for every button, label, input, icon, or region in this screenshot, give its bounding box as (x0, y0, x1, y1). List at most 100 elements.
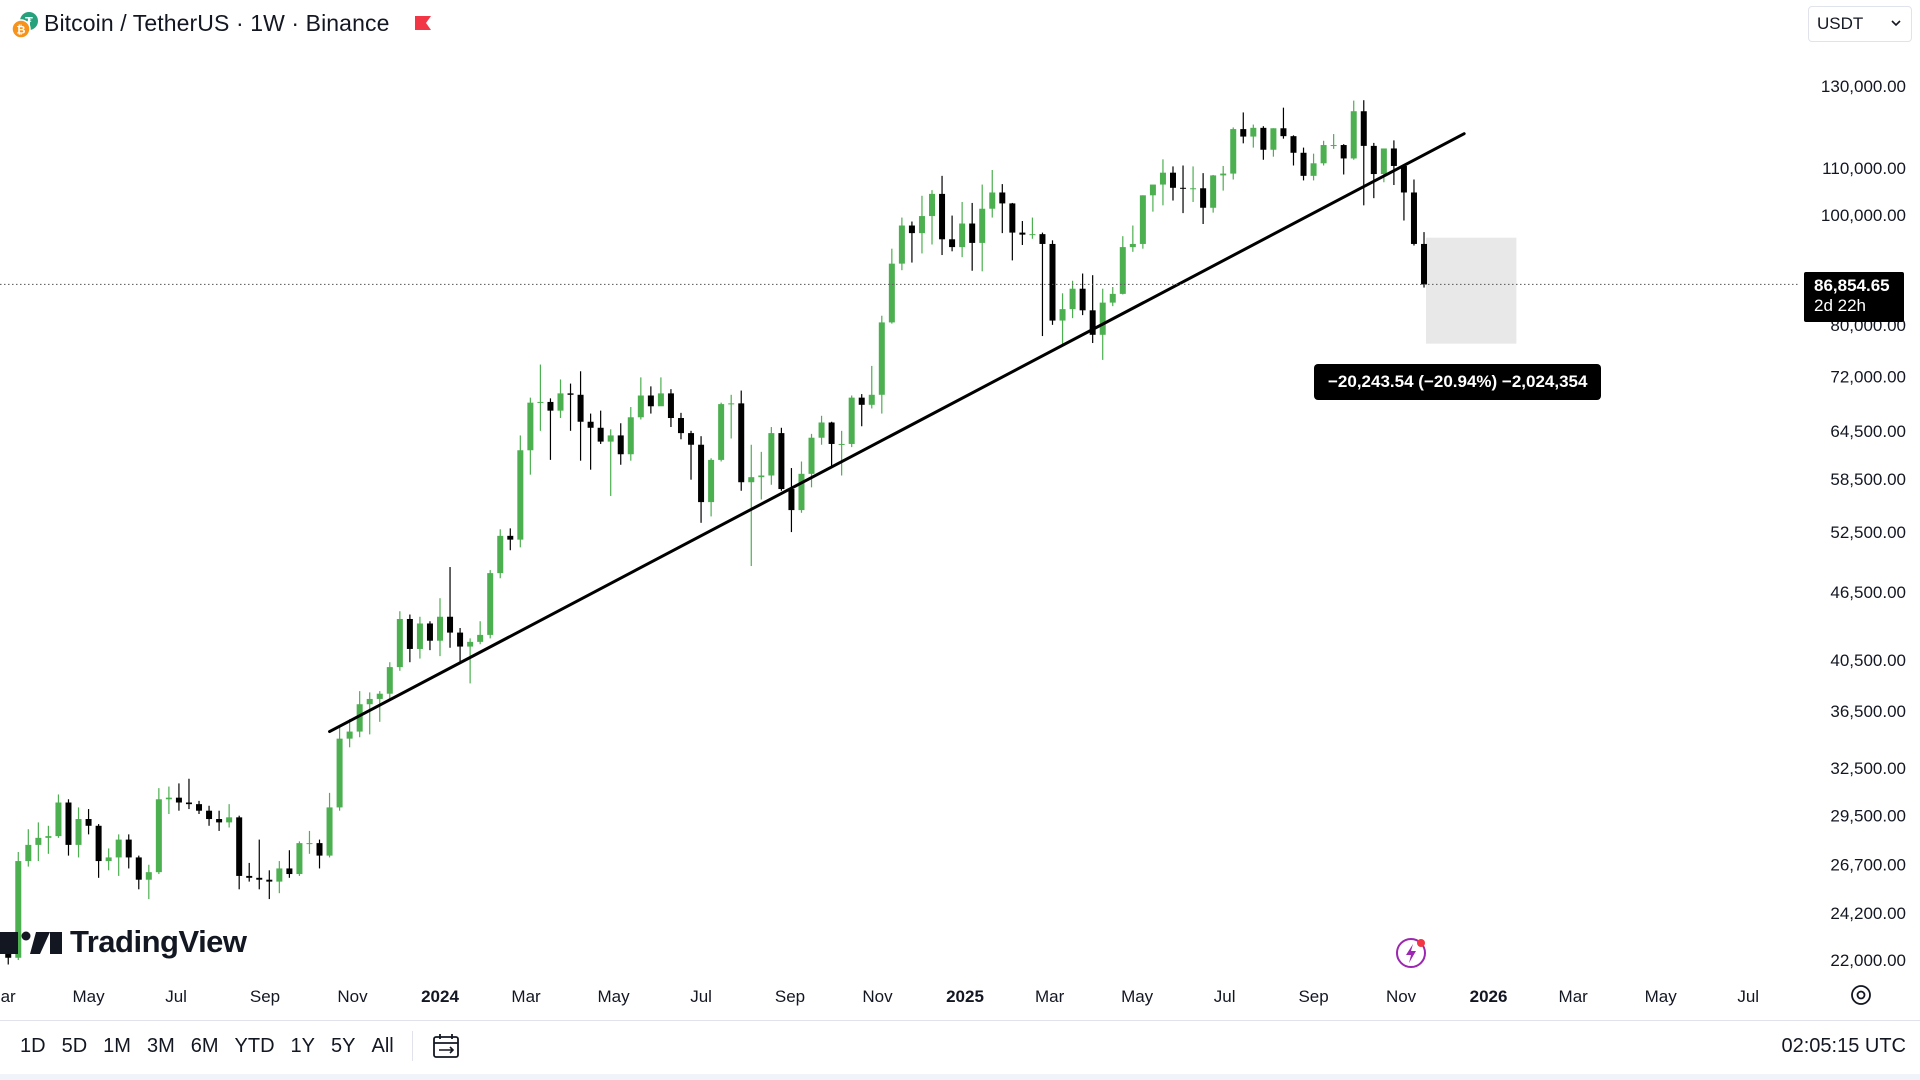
candle[interactable] (1360, 100, 1367, 206)
candle[interactable] (949, 215, 956, 252)
candle[interactable] (15, 852, 22, 960)
candle[interactable] (396, 611, 403, 671)
range-button-all[interactable]: All (371, 1035, 394, 1057)
calendar-range-icon[interactable] (430, 1031, 462, 1061)
candle[interactable] (1210, 174, 1217, 213)
candle[interactable] (1039, 232, 1046, 337)
candle[interactable] (1180, 165, 1187, 214)
candle[interactable] (1240, 112, 1247, 144)
candle[interactable] (467, 638, 474, 684)
candle[interactable] (929, 190, 936, 245)
candle[interactable] (1169, 166, 1176, 201)
candle[interactable] (1330, 134, 1337, 149)
candle[interactable] (1069, 280, 1076, 319)
flag-icon[interactable] (412, 13, 434, 35)
candle[interactable] (959, 201, 966, 258)
candle[interactable] (768, 427, 775, 485)
candle[interactable] (748, 444, 755, 567)
candle[interactable] (175, 783, 182, 811)
candle[interactable] (708, 458, 715, 517)
candle[interactable] (517, 435, 524, 548)
trendline[interactable] (328, 132, 1466, 734)
candle[interactable] (457, 628, 464, 663)
candle[interactable] (798, 461, 805, 513)
range-button-1m[interactable]: 1M (103, 1035, 131, 1057)
candle[interactable] (888, 248, 895, 324)
candle[interactable] (778, 427, 785, 491)
candle[interactable] (1280, 107, 1287, 139)
candle[interactable] (537, 364, 544, 431)
range-button-1y[interactable]: 1Y (290, 1035, 316, 1057)
candle[interactable] (85, 809, 92, 835)
candle[interactable] (1230, 127, 1237, 180)
candle[interactable] (1250, 124, 1257, 148)
candle[interactable] (1260, 126, 1267, 160)
candle[interactable] (1200, 173, 1207, 225)
candle[interactable] (527, 397, 534, 475)
candle[interactable] (688, 430, 695, 480)
candle[interactable] (447, 567, 454, 648)
candle[interactable] (115, 834, 122, 876)
candle[interactable] (788, 468, 795, 533)
candle[interactable] (1149, 184, 1156, 212)
candle[interactable] (276, 861, 283, 894)
candle[interactable] (667, 389, 674, 428)
candle[interactable] (236, 815, 243, 890)
candle[interactable] (155, 788, 162, 875)
candle[interactable] (577, 371, 584, 461)
candle[interactable] (266, 870, 273, 900)
candle[interactable] (1159, 159, 1166, 206)
candle[interactable] (1220, 165, 1227, 191)
candle[interactable] (1019, 221, 1026, 245)
candle[interactable] (1310, 153, 1317, 181)
candle[interactable] (65, 799, 72, 856)
candle[interactable] (1300, 147, 1307, 181)
candle[interactable] (939, 175, 946, 256)
candle[interactable] (35, 822, 42, 862)
candle[interactable] (1059, 293, 1066, 347)
utc-clock[interactable]: 02:05:15 UTC (1781, 1035, 1906, 1057)
symbol-title[interactable]: Bitcoin / TetherUS · 1W · Binance (44, 10, 390, 36)
candle[interactable] (196, 800, 203, 815)
candle[interactable] (1421, 232, 1428, 288)
candle[interactable] (718, 402, 725, 462)
candle[interactable] (1089, 275, 1096, 344)
range-button-6m[interactable]: 6M (190, 1035, 219, 1057)
candle[interactable] (848, 395, 855, 448)
candle[interactable] (738, 390, 745, 491)
candle[interactable] (1410, 179, 1417, 246)
candle[interactable] (416, 616, 423, 659)
candle[interactable] (226, 804, 233, 828)
candle[interactable] (979, 184, 986, 272)
candle[interactable] (386, 662, 393, 699)
candle[interactable] (1049, 240, 1056, 325)
candle[interactable] (1029, 217, 1036, 239)
candle[interactable] (316, 839, 323, 869)
candle[interactable] (1320, 140, 1327, 166)
candle[interactable] (105, 848, 112, 871)
candle[interactable] (989, 169, 996, 218)
candle[interactable] (336, 727, 343, 811)
currency-select[interactable]: USDT (1808, 6, 1912, 42)
candle[interactable] (477, 621, 484, 645)
candle[interactable] (818, 415, 825, 445)
range-button-ytd[interactable]: YTD (234, 1035, 275, 1057)
candle[interactable] (426, 621, 433, 651)
measure-box[interactable] (1426, 237, 1517, 344)
candle[interactable] (1190, 166, 1197, 202)
candle[interactable] (246, 862, 253, 882)
candle[interactable] (306, 830, 313, 854)
candle[interactable] (55, 794, 62, 838)
candle[interactable] (326, 792, 333, 858)
candle[interactable] (828, 421, 835, 469)
candle[interactable] (406, 614, 413, 663)
candle[interactable] (868, 365, 875, 409)
candle[interactable] (597, 410, 604, 444)
candle[interactable] (135, 855, 142, 890)
candle[interactable] (145, 864, 152, 900)
candle[interactable] (758, 451, 765, 500)
candle[interactable] (366, 692, 373, 735)
candle[interactable] (1340, 144, 1347, 175)
candle[interactable] (728, 394, 735, 439)
candle[interactable] (698, 436, 705, 523)
